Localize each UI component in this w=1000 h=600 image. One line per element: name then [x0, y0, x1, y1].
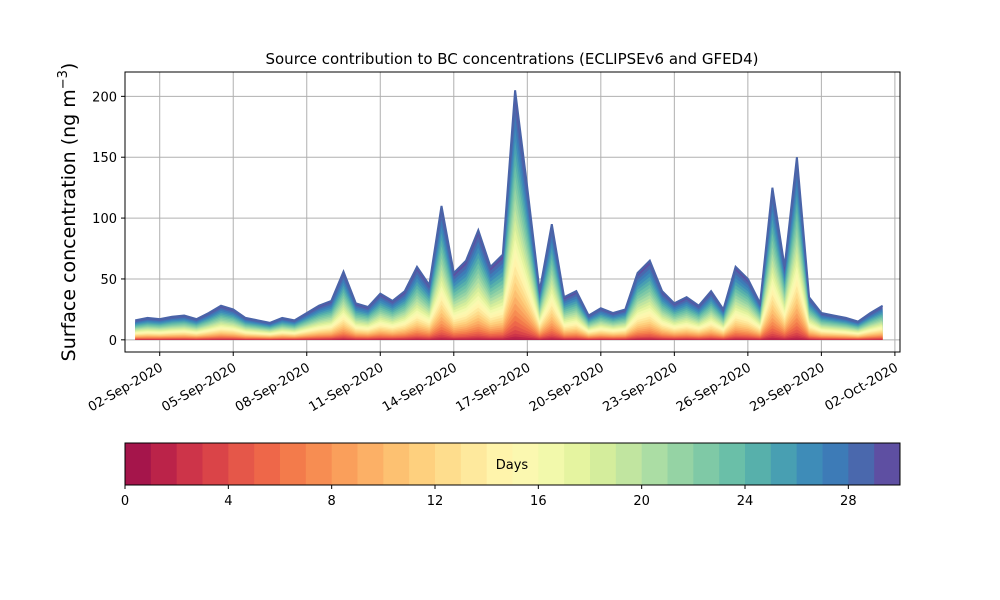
colorbar-tick-label: 16 [530, 494, 547, 509]
area-layer-day-2 [135, 333, 883, 340]
y-axis-label: Surface concentration (ng m−3) [56, 63, 80, 362]
colorbar-frame [124, 442, 901, 486]
y-axis: 0 50 100 150 200 [92, 90, 125, 349]
area-layer-day-3 [135, 329, 883, 340]
colorbar-swatch [331, 443, 358, 485]
colorbar-swatch [409, 443, 436, 485]
colorbar-swatch [641, 443, 668, 485]
y-tick-label: 50 [100, 273, 117, 288]
colorbar-swatch [667, 443, 694, 485]
colorbar-swatch [254, 443, 281, 485]
y-tick-label: 150 [92, 151, 117, 166]
plot-area [124, 71, 901, 353]
area-layer-day-0 [135, 338, 883, 340]
plot-frame [124, 71, 901, 353]
colorbar-swatch [305, 443, 333, 485]
colorbar-tick-label: 8 [328, 494, 336, 509]
colorbar-swatch [435, 443, 462, 485]
colorbar-swatch [228, 443, 255, 485]
colorbar-tick-label: 24 [737, 494, 754, 509]
stacked-area-layer [135, 90, 883, 340]
colorbar-swatch [615, 443, 643, 485]
colorbar-tick-label: 28 [840, 494, 857, 509]
colorbar-swatch [357, 443, 384, 485]
colorbar-swatch [202, 443, 229, 485]
colorbar-swatch [848, 443, 875, 485]
y-axis-label-text: Surface concentration (ng m [58, 89, 80, 361]
chart-title: Source contribution to BC concentrations… [265, 50, 758, 68]
colorbar-swatch [770, 443, 798, 485]
colorbar-swatch [486, 443, 513, 485]
colorbar-tick-label: 0 [121, 494, 129, 509]
colorbar-swatch [822, 443, 849, 485]
y-axis-label-exponent: −3 [56, 70, 71, 89]
colorbar-swatch [719, 443, 746, 485]
colorbar-swatch [538, 443, 565, 485]
colorbar-swatch [176, 443, 203, 485]
colorbar-swatches [125, 443, 901, 485]
colorbar-swatch [590, 443, 617, 485]
area-layer-day-4 [135, 325, 883, 340]
colorbar-swatch [745, 443, 772, 485]
colorbar-tick-label: 12 [427, 494, 444, 509]
total-outline [135, 90, 884, 324]
y-axis-label-close: ) [58, 63, 80, 70]
colorbar-swatch [460, 443, 488, 485]
colorbar-swatch [564, 443, 591, 485]
colorbar-label: Days [496, 458, 529, 473]
colorbar-tick-label: 20 [633, 494, 650, 509]
y-tick-label: 200 [92, 90, 117, 105]
colorbar-swatch [280, 443, 307, 485]
y-tick-label: 100 [92, 212, 117, 227]
area-layer-day-5 [135, 320, 883, 340]
colorbar-ticks: 0 4 8 12 16 20 24 28 [121, 485, 857, 509]
colorbar: Days 0 4 8 12 16 20 24 28 [121, 442, 901, 509]
colorbar-swatch [796, 443, 823, 485]
colorbar-swatch [874, 443, 901, 485]
colorbar-swatch [512, 443, 539, 485]
colorbar-swatch [125, 443, 152, 485]
y-tick-label: 0 [109, 334, 117, 349]
colorbar-swatch [150, 443, 178, 485]
area-layer-day-1 [135, 336, 883, 340]
colorbar-swatch [383, 443, 410, 485]
colorbar-swatch [693, 443, 720, 485]
colorbar-tick-label: 4 [224, 494, 232, 509]
